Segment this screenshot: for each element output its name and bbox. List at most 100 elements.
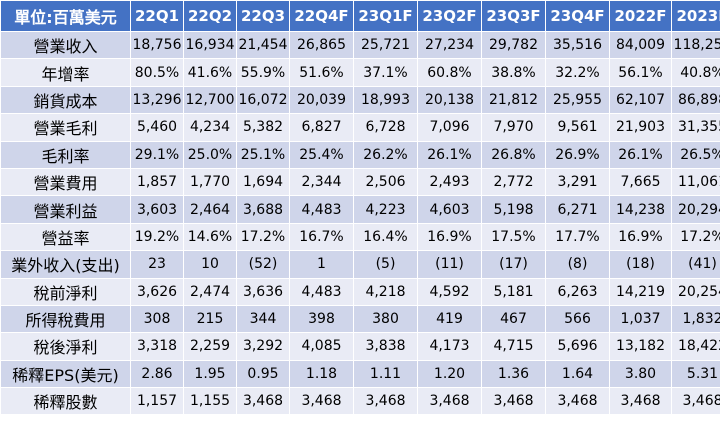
table-cell: 1,037 [609, 304, 672, 334]
table-cell: 23 [130, 250, 184, 279]
table-cell: 5,181 [481, 277, 546, 306]
table-cell: 1.20 [417, 359, 482, 389]
table-row: 營業費用 1,857 1,770 1,694 2,344 2,506 2,493 2,772 3… [0, 167, 720, 197]
table-cell: 18,756 [130, 30, 184, 60]
row-label: 年增率 [0, 58, 131, 87]
row-label: 稅後淨利 [0, 332, 131, 361]
table-row: 所得稅費用 308 215 344 398 380 419 467 566 1,037 1,832 [0, 304, 720, 334]
table-cell: 398 [289, 304, 354, 334]
table-cell: 3,468 [236, 387, 290, 416]
table-cell: 3,626 [130, 277, 184, 306]
row-label: 稀釋EPS(美元) [0, 359, 131, 389]
table-cell: 14.6% [183, 222, 237, 252]
table-cell: 2,464 [183, 195, 237, 224]
table-cell: 40.8% [671, 58, 720, 87]
table-cell: 308 [130, 304, 184, 334]
table-cell: 18,422 [671, 332, 720, 361]
table-cell: (18) [609, 250, 672, 279]
table-cell: 55.9% [236, 58, 290, 87]
table-cell: 25.0% [183, 140, 237, 169]
table-cell: 16,934 [183, 30, 237, 60]
table-cell: 17.7% [545, 222, 610, 252]
table-cell: 18,993 [353, 85, 418, 115]
table-cell: (52) [236, 250, 290, 279]
table-row: 稀釋股數 1,157 1,155 3,468 3,468 3,468 3,468 3,468 3… [0, 387, 720, 416]
table-row: 稅後淨利 3,318 2,259 3,292 4,085 3,838 4,173 4,715 5… [0, 332, 720, 361]
table-cell: 1.64 [545, 359, 610, 389]
table-cell: 35,516 [545, 30, 610, 60]
unit-header: 單位:百萬美元 [0, 0, 131, 32]
row-label: 營業毛利 [0, 113, 131, 142]
table-cell: 3,292 [236, 332, 290, 361]
table-cell: 4,173 [417, 332, 482, 361]
table-cell: 16.9% [609, 222, 672, 252]
table-cell: 21,812 [481, 85, 546, 115]
table-cell: 41.6% [183, 58, 237, 87]
table-cell: (11) [417, 250, 482, 279]
table-cell: 2.86 [130, 359, 184, 389]
table-cell: 56.1% [609, 58, 672, 87]
table-cell: 2,506 [353, 167, 418, 197]
financial-table: 單位:百萬美元 22Q1 22Q2 22Q3 22Q4F 23Q1F 23Q2F… [0, 0, 720, 416]
table-cell: 1 [289, 250, 354, 279]
table-cell: 3,468 [481, 387, 546, 416]
table-cell: 2,344 [289, 167, 354, 197]
table-cell: 62,107 [609, 85, 672, 115]
table-cell: 16.7% [289, 222, 354, 252]
table-cell: 14,219 [609, 277, 672, 306]
table-row: 年增率 80.5% 41.6% 55.9% 51.6% 37.1% 60.8% 38.8% 32… [0, 58, 720, 87]
table-cell: 80.5% [130, 58, 184, 87]
table-cell: 5.31 [671, 359, 720, 389]
table-cell: 1,832 [671, 304, 720, 334]
table-cell: 17.2% [236, 222, 290, 252]
table-cell: 29,782 [481, 30, 546, 60]
table-cell: 3,468 [353, 387, 418, 416]
table-cell: 380 [353, 304, 418, 334]
table-row: 業外收入(支出) 23 10 (52) 1 (5) (11) (17) (8) (18) (41) [0, 250, 720, 279]
table-cell: 6,827 [289, 113, 354, 142]
table-cell: 86,898 [671, 85, 720, 115]
table-cell: 17.2% [671, 222, 720, 252]
column-header: 2022F [609, 0, 672, 32]
table-cell: 419 [417, 304, 482, 334]
table-cell: 20,294 [671, 195, 720, 224]
table-cell: 1.36 [481, 359, 546, 389]
table-cell: 1,155 [183, 387, 237, 416]
row-label: 營業利益 [0, 195, 131, 224]
table-header-row: 單位:百萬美元 22Q1 22Q2 22Q3 22Q4F 23Q1F 23Q2F… [0, 0, 720, 32]
table-cell: 21,454 [236, 30, 290, 60]
table-cell: 9,561 [545, 113, 610, 142]
table-cell: 3,468 [417, 387, 482, 416]
table-cell: 1.11 [353, 359, 418, 389]
table-cell: 2,259 [183, 332, 237, 361]
table-cell: 25.1% [236, 140, 290, 169]
table-cell: 25,721 [353, 30, 418, 60]
table-cell: 11,061 [671, 167, 720, 197]
table-cell: 6,728 [353, 113, 418, 142]
table-cell: 26.5% [671, 140, 720, 169]
table-cell: 31,355 [671, 113, 720, 142]
table-cell: 27,234 [417, 30, 482, 60]
table-cell: 29.1% [130, 140, 184, 169]
table-row: 毛利率 29.1% 25.0% 25.1% 25.4% 26.2% 26.1% 26.8% 26… [0, 140, 720, 169]
table-cell: 7,096 [417, 113, 482, 142]
table-cell: 16,072 [236, 85, 290, 115]
table-cell: 3,318 [130, 332, 184, 361]
table-cell: 1,770 [183, 167, 237, 197]
table-cell: 3,468 [545, 387, 610, 416]
table-cell: 0.95 [236, 359, 290, 389]
column-header: 23Q2F [417, 0, 482, 32]
table-cell: 566 [545, 304, 610, 334]
table-cell: 20,138 [417, 85, 482, 115]
table-cell: 38.8% [481, 58, 546, 87]
column-header: 23Q3F [481, 0, 546, 32]
table-cell: 4,223 [353, 195, 418, 224]
column-header: 2023F [671, 0, 720, 32]
table-row: 稀釋EPS(美元) 2.86 1.95 0.95 1.18 1.11 1.20 1.36 1.6… [0, 359, 720, 389]
column-header: 22Q2 [183, 0, 237, 32]
table-cell: 6,271 [545, 195, 610, 224]
table-cell: 32.2% [545, 58, 610, 87]
table-cell: 13,182 [609, 332, 672, 361]
table-body: 營業收入 18,756 16,934 21,454 26,865 25,721 27,234… [0, 30, 720, 416]
table-cell: 467 [481, 304, 546, 334]
